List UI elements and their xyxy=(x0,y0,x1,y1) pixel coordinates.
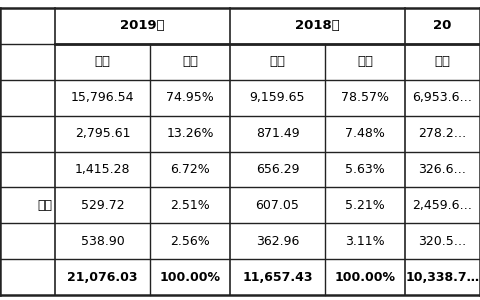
Text: 11,657.43: 11,657.43 xyxy=(242,271,313,284)
Text: 1,415.28: 1,415.28 xyxy=(75,163,130,176)
Text: 金额: 金额 xyxy=(434,55,451,68)
Text: 5.21%: 5.21% xyxy=(345,199,385,212)
Text: 607.05: 607.05 xyxy=(255,199,300,212)
Text: 20: 20 xyxy=(433,20,452,32)
Text: 74.95%: 74.95% xyxy=(166,91,214,104)
Text: 金额: 金额 xyxy=(95,55,110,68)
Text: 10,338.7…: 10,338.7… xyxy=(406,271,480,284)
Text: 362.96: 362.96 xyxy=(256,235,299,248)
Text: 6,953.6…: 6,953.6… xyxy=(412,91,472,104)
Text: 13.26%: 13.26% xyxy=(166,127,214,140)
Text: 系统: 系统 xyxy=(37,199,52,212)
Text: 871.49: 871.49 xyxy=(256,127,300,140)
Text: 278.2…: 278.2… xyxy=(419,127,467,140)
Text: 2.56%: 2.56% xyxy=(170,235,210,248)
Text: 78.57%: 78.57% xyxy=(341,91,389,104)
Text: 326.6…: 326.6… xyxy=(419,163,467,176)
Text: 2018年: 2018年 xyxy=(295,20,340,32)
Text: 320.5…: 320.5… xyxy=(419,235,467,248)
Text: 3.11%: 3.11% xyxy=(345,235,385,248)
Text: 占比: 占比 xyxy=(182,55,198,68)
Text: 15,796.54: 15,796.54 xyxy=(71,91,134,104)
Text: 占比: 占比 xyxy=(357,55,373,68)
Text: 2019年: 2019年 xyxy=(120,20,165,32)
Text: 21,076.03: 21,076.03 xyxy=(67,271,138,284)
Text: 7.48%: 7.48% xyxy=(345,127,385,140)
Text: 529.72: 529.72 xyxy=(81,199,124,212)
Text: 2,459.6…: 2,459.6… xyxy=(412,199,472,212)
Text: 100.00%: 100.00% xyxy=(159,271,220,284)
Text: 100.00%: 100.00% xyxy=(335,271,396,284)
Text: 538.90: 538.90 xyxy=(81,235,124,248)
Text: 656.29: 656.29 xyxy=(256,163,299,176)
Text: 2.51%: 2.51% xyxy=(170,199,210,212)
Text: 9,159.65: 9,159.65 xyxy=(250,91,305,104)
Text: 5.63%: 5.63% xyxy=(345,163,385,176)
Text: 6.72%: 6.72% xyxy=(170,163,210,176)
Text: 金额: 金额 xyxy=(269,55,286,68)
Text: 2,795.61: 2,795.61 xyxy=(75,127,130,140)
